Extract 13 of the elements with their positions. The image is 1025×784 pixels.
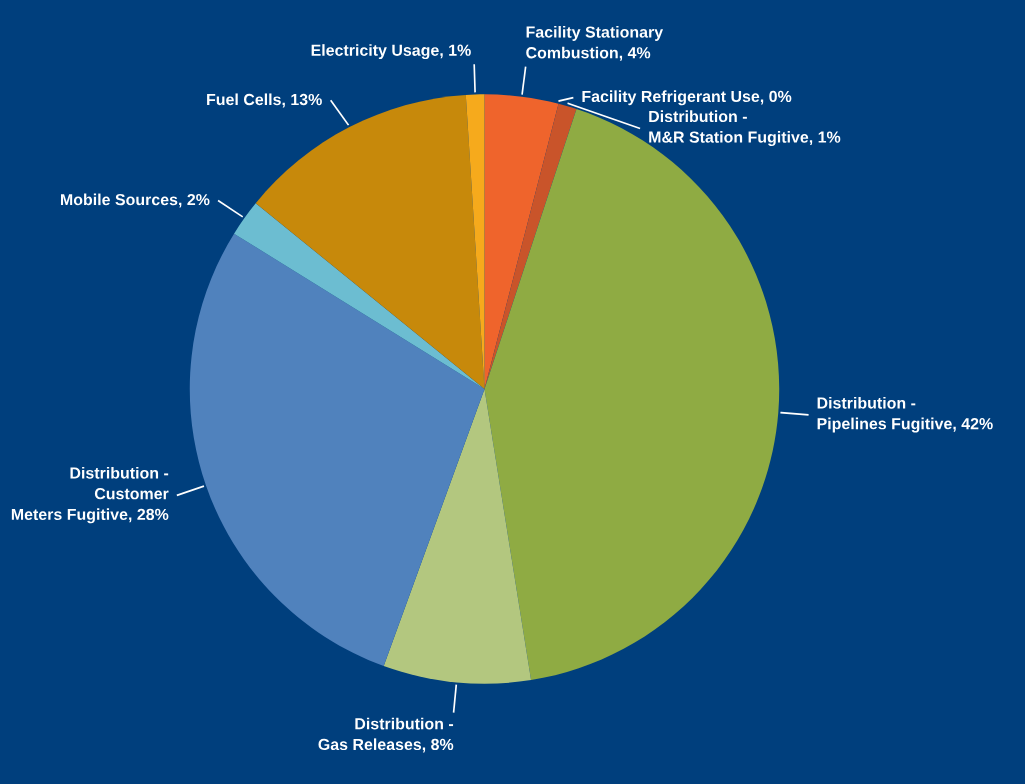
slice-label: Distribution - Customer Meters Fugitive, 28% [11, 466, 169, 524]
pie-slice [189, 233, 485, 667]
slice-label: Distribution - Pipelines Fugitive, 42% [817, 396, 993, 433]
slice-label: Electricity Usage, 1% [311, 44, 471, 60]
slice-label: Distribution - Gas Releases, 8% [318, 717, 454, 753]
pie-slice [383, 389, 532, 684]
legend-label: Facility Refrigerant Use, 0% [582, 90, 792, 106]
slice-label: Fuel Cells, 13% [207, 93, 322, 108]
slice-label: Distribution - M&R Station Fugitive, 1% [649, 110, 841, 146]
pie-slice [234, 203, 485, 390]
slice-label: Mobile Sources, 2% [61, 193, 210, 208]
slice-label: Facility Stationary Combustion, 4% [526, 25, 664, 61]
pie-slice [484, 94, 559, 390]
